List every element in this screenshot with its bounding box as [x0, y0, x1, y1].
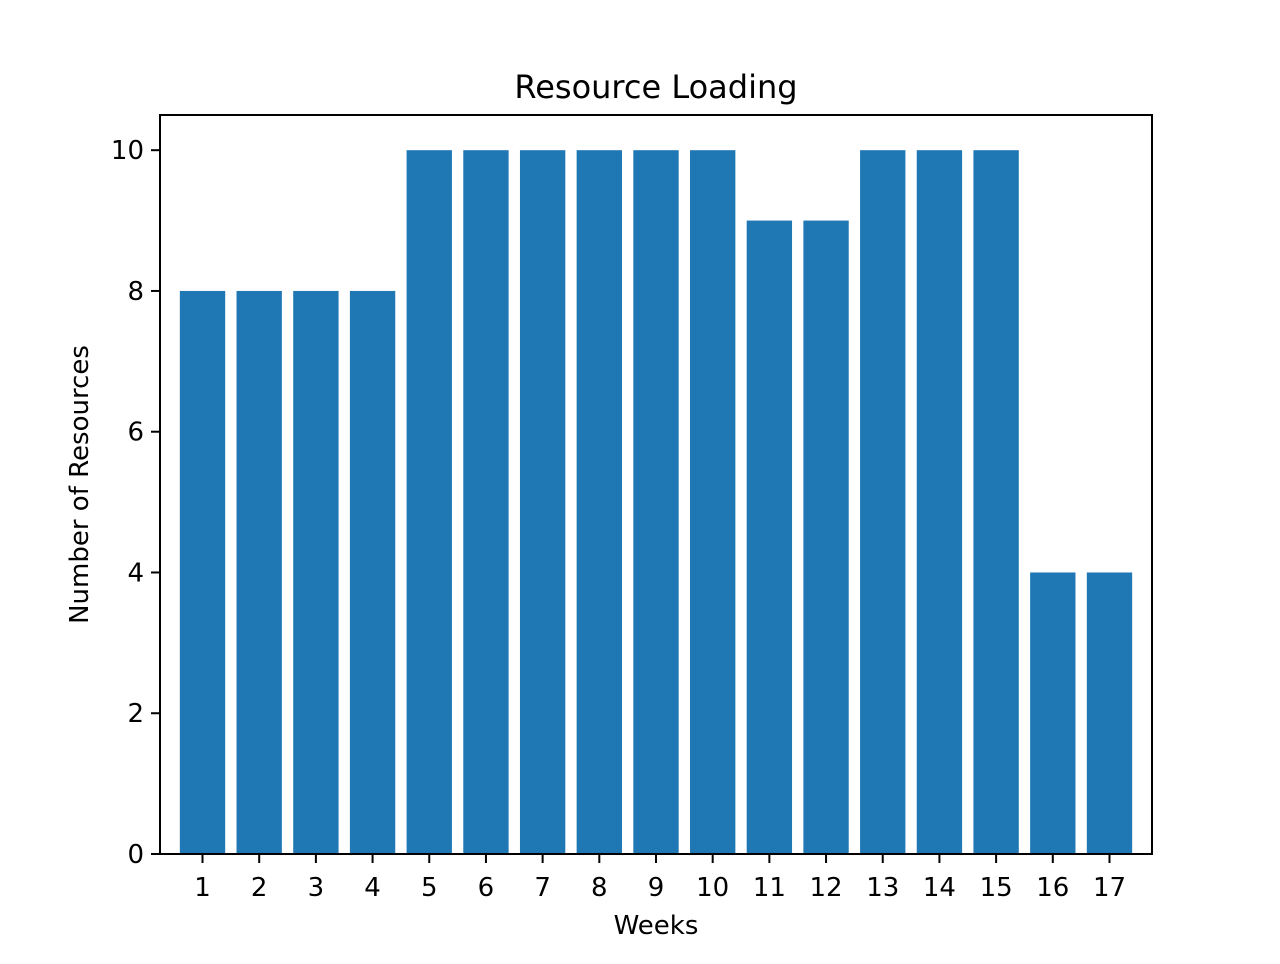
- bars-layer: [179, 150, 1133, 855]
- x-tick-label: 15: [980, 873, 1013, 903]
- x-tick-label: 2: [251, 873, 268, 903]
- x-tick-label: 8: [591, 873, 608, 903]
- bar-week-8: [576, 150, 622, 854]
- x-tick-label: 6: [478, 873, 495, 903]
- bar-week-5: [406, 150, 452, 854]
- x-tick-label: 5: [421, 873, 438, 903]
- x-tick-label: 13: [866, 873, 899, 903]
- y-tick-label: 6: [127, 418, 144, 448]
- x-tick-label: 12: [810, 873, 843, 903]
- y-tick-label: 10: [111, 136, 144, 166]
- bar-week-17: [1086, 572, 1133, 854]
- bar-week-16: [1030, 572, 1076, 854]
- bar-week-14: [916, 150, 963, 854]
- bar-week-3: [293, 290, 339, 854]
- x-tick-label: 1: [194, 873, 211, 903]
- y-tick-label: 4: [127, 558, 144, 588]
- bar-week-12: [803, 220, 849, 855]
- bar-week-11: [746, 220, 793, 855]
- y-tick-label: 2: [127, 699, 144, 729]
- bar-week-2: [236, 290, 282, 854]
- plot-frame: [159, 114, 1153, 855]
- x-tick-label: 10: [696, 873, 729, 903]
- bar-week-7: [519, 150, 566, 854]
- x-tick-label: 16: [1036, 873, 1069, 903]
- bar-week-10: [690, 150, 736, 854]
- y-tick-label: 8: [127, 277, 144, 307]
- y-tick-label: 0: [127, 840, 144, 870]
- x-axis-label: Weeks: [614, 911, 699, 941]
- bar-week-4: [349, 290, 396, 854]
- x-tick-label: 14: [923, 873, 956, 903]
- x-tick-label: 17: [1093, 873, 1126, 903]
- bar-week-6: [463, 150, 509, 854]
- bar-week-13: [860, 150, 906, 854]
- x-axis-ticks: 1 2 3 4 5 6 7 8 9 10 11 12 13 14 15 16 17: [194, 854, 1126, 903]
- x-tick-label: 11: [753, 873, 786, 903]
- x-tick-label: 7: [534, 873, 551, 903]
- bar-week-15: [973, 150, 1019, 854]
- bar-week-9: [633, 150, 679, 854]
- y-axis-ticks: 0 2 4 6 8 10: [111, 136, 160, 870]
- x-tick-label: 4: [364, 873, 381, 903]
- x-tick-label: 9: [648, 873, 665, 903]
- x-tick-label: 3: [308, 873, 325, 903]
- bar-week-1: [179, 290, 226, 854]
- chart-title: Resource Loading: [514, 68, 797, 106]
- y-axis-label: Number of Resources: [65, 345, 95, 624]
